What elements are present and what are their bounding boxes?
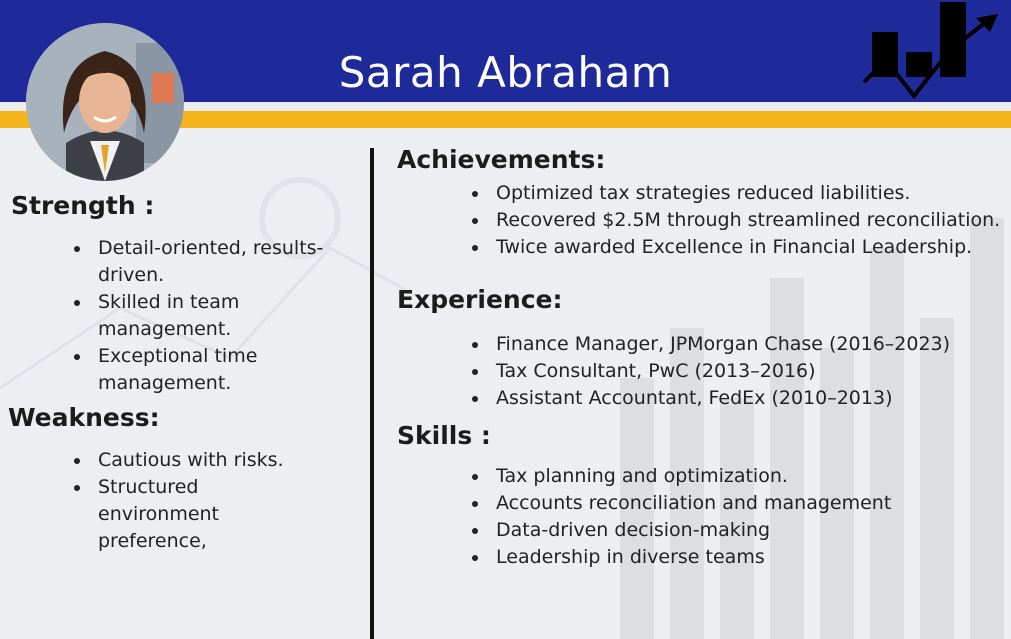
strength-item: Detail-oriented, results-driven.	[72, 235, 344, 289]
strength-list: Detail-oriented, results-driven. Skilled …	[72, 235, 344, 397]
skills-item: Data-driven decision-making	[470, 517, 1000, 544]
skills-item: Leadership in diverse teams	[470, 544, 1000, 571]
strength-heading: Strength :	[11, 191, 155, 220]
growth-chart-icon	[862, 2, 998, 100]
avatar	[26, 23, 184, 181]
achievements-heading: Achievements:	[397, 145, 606, 174]
skills-heading: Skills :	[397, 421, 491, 450]
column-divider	[370, 148, 374, 639]
skills-item: Tax planning and optimization.	[470, 463, 1000, 490]
achievements-item: Twice awarded Excellence in Financial Le…	[470, 234, 1011, 261]
weakness-item: Cautious with risks.	[72, 447, 322, 474]
strength-item: Skilled in team management.	[72, 289, 344, 343]
weakness-heading: Weakness:	[8, 403, 160, 432]
weakness-item: Structured environment preference,	[72, 474, 322, 555]
person-name: Sarah Abraham	[338, 48, 673, 98]
skills-list: Tax planning and optimization. Accounts r…	[470, 463, 1000, 571]
header-stripe	[0, 102, 1011, 111]
strength-item: Exceptional time management.	[72, 343, 344, 397]
achievements-item: Optimized tax strategies reduced liabili…	[470, 180, 1011, 207]
experience-list: Finance Manager, JPMorgan Chase (2016–20…	[470, 331, 1000, 412]
achievements-item: Recovered $2.5M through streamlined reco…	[470, 207, 1011, 234]
experience-item: Tax Consultant, PwC (2013–2016)	[470, 358, 1000, 385]
header-accent-bar	[0, 111, 1011, 128]
experience-heading: Experience:	[397, 285, 563, 314]
background-chart-decoration	[0, 177, 1004, 639]
experience-item: Finance Manager, JPMorgan Chase (2016–20…	[470, 331, 1000, 358]
profile-photo	[26, 23, 184, 181]
skills-item: Accounts reconciliation and management	[470, 490, 1000, 517]
achievements-list: Optimized tax strategies reduced liabili…	[470, 180, 1011, 261]
experience-item: Assistant Accountant, FedEx (2010–2013)	[470, 385, 1000, 412]
weakness-list: Cautious with risks. Structured environme…	[72, 447, 322, 555]
